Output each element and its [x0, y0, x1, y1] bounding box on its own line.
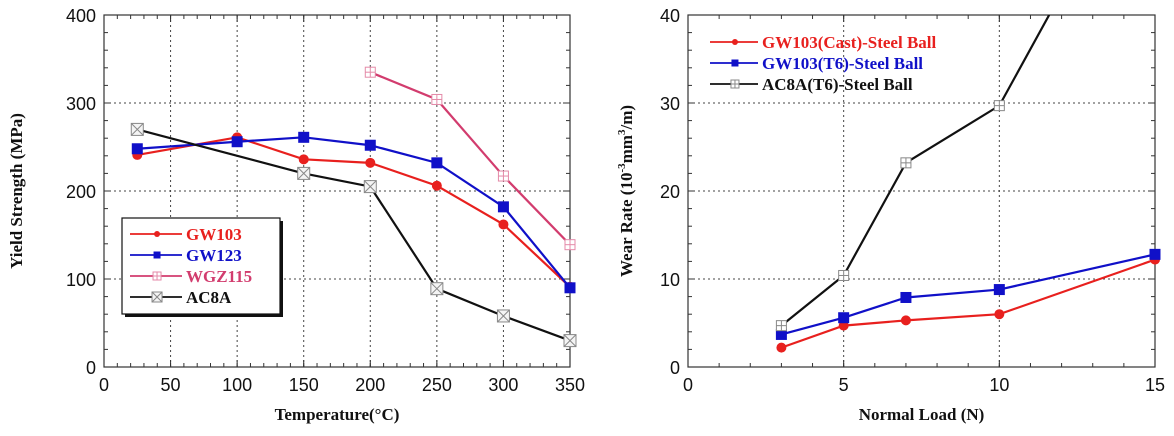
- legend-label: AC8A(T6)-Steel Ball: [762, 75, 913, 94]
- series-gw103-marker: [298, 154, 309, 165]
- series-gw103-marker: [498, 219, 509, 230]
- x-tick-label: 250: [422, 375, 452, 395]
- series-gw103-t6-steel-ball-line: [781, 253, 1155, 336]
- series-gw123-marker: [131, 143, 143, 155]
- series-wgz115-marker: [364, 66, 376, 78]
- series-ac8a-t6-steel-ball-marker: [900, 157, 912, 169]
- legend-marker: [731, 39, 738, 45]
- legend-marker: [151, 291, 163, 303]
- legend-marker: [153, 251, 161, 259]
- x-tick-label: 0: [99, 375, 109, 395]
- x-tick-label: 10: [989, 375, 1009, 395]
- series-ac8a: [130, 122, 577, 348]
- x-tick-label: 15: [1145, 375, 1165, 395]
- x-tick-label: 100: [222, 375, 252, 395]
- legend-entry-ac8a-t6-steel-ball: AC8A(T6)-Steel Ball: [710, 75, 913, 94]
- legend-label: GW103(Cast)-Steel Ball: [762, 33, 937, 52]
- series-wgz115: [364, 66, 576, 251]
- series-gw123-marker: [298, 131, 310, 143]
- series-wgz115-line: [369, 71, 570, 246]
- series-gw103-cast-steel-ball: [776, 254, 1160, 353]
- legend-marker: [730, 79, 740, 89]
- series-ac8a-t6-steel-ball-marker: [993, 100, 1005, 112]
- y-axis-title-end: /m): [617, 105, 636, 131]
- legend: GW103(Cast)-Steel Ball GW103(T6)-Steel Ba…: [710, 33, 937, 94]
- x-axis-title: Normal Load (N): [859, 405, 985, 424]
- y-tick-label: 0: [86, 358, 96, 378]
- series-gw103-cast-steel-ball-marker: [994, 309, 1005, 320]
- legend-label: GW103(T6)-Steel Ball: [762, 54, 923, 73]
- legend-label: GW123: [186, 246, 242, 265]
- legend-marker: [731, 59, 739, 67]
- y-tick-label: 100: [66, 270, 96, 290]
- legend-entry-gw123: GW123: [130, 246, 242, 265]
- series-gw103-cast-steel-ball-line: [781, 258, 1155, 349]
- legend-entry-gw103: GW103: [130, 225, 242, 244]
- y-tick-label: 20: [660, 182, 680, 202]
- y-tick-label: 200: [66, 182, 96, 202]
- series-ac8a-marker: [563, 334, 577, 348]
- series-gw103-t6-steel-ball-marker: [993, 284, 1005, 296]
- series-ac8a-marker: [130, 122, 144, 136]
- y-axis-title-base: Wear Rate (10: [617, 173, 636, 278]
- y-tick-label: 300: [66, 94, 96, 114]
- series-gw103-t6-steel-ball-marker: [900, 291, 912, 303]
- y-tick-label: 10: [660, 270, 680, 290]
- wear-rate-chart: 0 5 10 15 0 10 20 30 40 Normal Load (N) Wear Rat…: [616, 6, 1165, 424]
- legend-entry-wgz115: WGZ115: [130, 267, 252, 286]
- legend-entry-gw103-t6-steel-ball: GW103(T6)-Steel Ball: [710, 54, 923, 73]
- series-gw123-marker: [364, 139, 376, 151]
- legend-entry-gw103-cast-steel-ball: GW103(Cast)-Steel Ball: [710, 33, 937, 52]
- legend-label: GW103: [186, 225, 242, 244]
- x-tick-label: 150: [289, 375, 319, 395]
- series-gw103-t6-steel-ball-marker: [1149, 248, 1161, 260]
- x-tick-label: 0: [683, 375, 693, 395]
- series-gw103-marker: [431, 180, 442, 191]
- series-ac8a-t6-steel-ball: [775, 15, 1051, 332]
- series-ac8a-marker: [297, 166, 311, 180]
- legend: GW103 GW123 WGZ115 AC8A: [121, 217, 283, 317]
- series-gw103-cast-steel-ball-marker: [776, 342, 787, 353]
- series-gw103-t6-steel-ball: [775, 248, 1161, 340]
- y-tick-label: 400: [66, 6, 96, 26]
- y-axis-title-exp2: 3: [616, 129, 628, 135]
- y-tick-label: 0: [670, 358, 680, 378]
- y-tick-label: 40: [660, 6, 680, 26]
- series-wgz115-marker: [497, 170, 509, 182]
- series-ac8a-marker: [496, 309, 510, 323]
- series-gw123-marker: [231, 136, 243, 148]
- y-axis-title: Wear Rate (10-3mm3/m): [616, 105, 636, 277]
- series-ac8a-t6-steel-ball-marker: [838, 269, 850, 281]
- y-axis-title-exp1: -3: [616, 163, 628, 173]
- series-gw103-marker: [365, 157, 376, 168]
- legend-entry-ac8a: AC8A: [130, 288, 232, 307]
- series-wgz115-marker: [564, 239, 576, 251]
- series-gw123-marker: [497, 201, 509, 213]
- series-gw123-marker: [564, 282, 576, 294]
- x-tick-label: 5: [839, 375, 849, 395]
- legend-marker: [152, 271, 162, 281]
- legend-label: WGZ115: [186, 267, 252, 286]
- x-axis-title: Temperature(°C): [275, 405, 400, 424]
- series-ac8a-marker: [430, 282, 444, 296]
- series-gw103-cast-steel-ball-marker: [900, 315, 911, 326]
- x-tick-label: 50: [161, 375, 181, 395]
- legend-marker: [154, 231, 161, 237]
- series-gw103-t6-steel-ball-marker: [838, 312, 850, 324]
- x-tick-label: 200: [355, 375, 385, 395]
- series-ac8a-marker: [363, 180, 377, 194]
- y-axis-title: Yield Strength (MPa): [7, 113, 26, 269]
- yield-strength-chart: 0 50 100 150 200 250 300 350 0 100 200 300 400 Tempe…: [7, 6, 585, 424]
- series-gw123: [131, 131, 576, 294]
- series-ac8a-line: [137, 128, 570, 342]
- x-tick-label: 350: [555, 375, 585, 395]
- x-tick-label: 300: [488, 375, 518, 395]
- series-wgz115-marker: [431, 93, 443, 105]
- y-tick-label: 30: [660, 94, 680, 114]
- series-ac8a-t6-steel-ball-marker: [775, 320, 787, 332]
- series-gw123-marker: [431, 157, 443, 169]
- y-axis-title-mid: mm: [617, 135, 636, 163]
- legend-label: AC8A: [186, 288, 232, 307]
